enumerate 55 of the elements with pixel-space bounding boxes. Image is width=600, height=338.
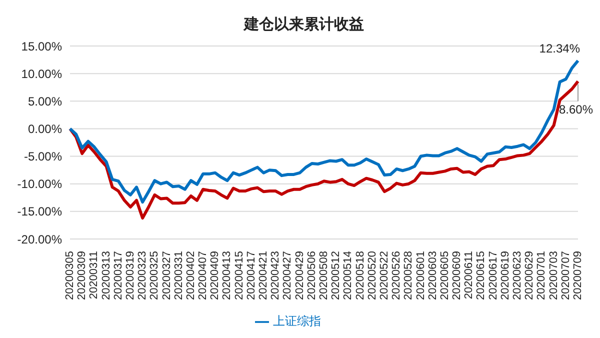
x-tick-label: 20200603 <box>426 251 439 300</box>
x-tick-label: 20200331 <box>172 251 185 300</box>
x-tick-label: 20200629 <box>524 251 536 300</box>
x-tick-label: 20200305 <box>64 251 76 300</box>
x-tick-label: 20200615 <box>475 251 488 300</box>
x-tick-label: 20200417 <box>245 251 258 300</box>
x-tick-label: 20200313 <box>100 251 112 300</box>
x-tick-label: 20200617 <box>487 251 500 300</box>
y-tick-label: -5.00% <box>24 150 62 164</box>
x-tick-label: 20200526 <box>390 251 403 300</box>
data-label: 8.60% <box>558 102 594 116</box>
x-tick-label: 20200611 <box>463 251 476 300</box>
x-tick-label: 20200703 <box>548 251 560 300</box>
chart-title: 建仓以来累计收益 <box>242 15 365 35</box>
x-tick-label: 20200413 <box>221 251 234 300</box>
y-tick-label: -20.00% <box>17 232 62 246</box>
x-tick-label: 20200423 <box>270 251 282 300</box>
x-tick-label: 20200309 <box>76 251 88 300</box>
x-tick-label: 20200619 <box>499 251 512 300</box>
x-tick-label: 20200319 <box>124 251 136 300</box>
x-tick-label: 20200506 <box>306 251 318 300</box>
x-tick-label: 20200514 <box>342 251 354 300</box>
legend-label: 上证综指 <box>273 314 321 328</box>
y-tick-label: -10.00% <box>17 177 62 192</box>
x-tick-label: 20200605 <box>438 251 451 300</box>
x-tick-label: 20200522 <box>378 251 390 300</box>
x-tick-label: 20200707 <box>560 251 572 300</box>
y-tick-label: 15.00% <box>21 39 62 54</box>
x-tick-label: 20200311 <box>88 251 100 300</box>
y-tick-label: 10.00% <box>21 66 62 81</box>
y-tick-label: 5.00% <box>28 94 62 108</box>
x-tick-label: 20200601 <box>414 251 427 300</box>
x-tick-label: 20200323 <box>136 251 149 300</box>
x-tick-label: 20200402 <box>184 251 197 300</box>
x-tick-label: 20200317 <box>112 251 124 300</box>
y-tick-label: 0.00% <box>28 122 62 136</box>
x-tick-label: 20200528 <box>402 251 415 300</box>
x-tick-label: 20200325 <box>148 251 161 300</box>
x-tick-label: 20200520 <box>366 251 378 300</box>
x-tick-label: 20200327 <box>160 251 173 300</box>
x-tick-label: 20200427 <box>282 251 294 300</box>
data-label: 12.34% <box>539 42 580 56</box>
x-tick-label: 20200508 <box>318 251 330 300</box>
x-tick-label: 20200407 <box>197 251 210 300</box>
x-tick-label: 20200409 <box>209 251 222 300</box>
x-tick-label: 20200421 <box>258 251 270 300</box>
x-tick-label: 20200709 <box>572 251 584 300</box>
x-tick-label: 20200429 <box>294 251 306 300</box>
x-tick-label: 20200609 <box>451 251 464 300</box>
x-tick-label: 20200623 <box>512 251 524 300</box>
y-tick-label: -15.00% <box>17 204 62 219</box>
x-tick-label: 20200701 <box>536 251 548 300</box>
x-tick-label: 20200518 <box>354 251 366 300</box>
x-tick-label: 20200415 <box>233 251 246 300</box>
x-tick-label: 20200512 <box>330 251 342 300</box>
